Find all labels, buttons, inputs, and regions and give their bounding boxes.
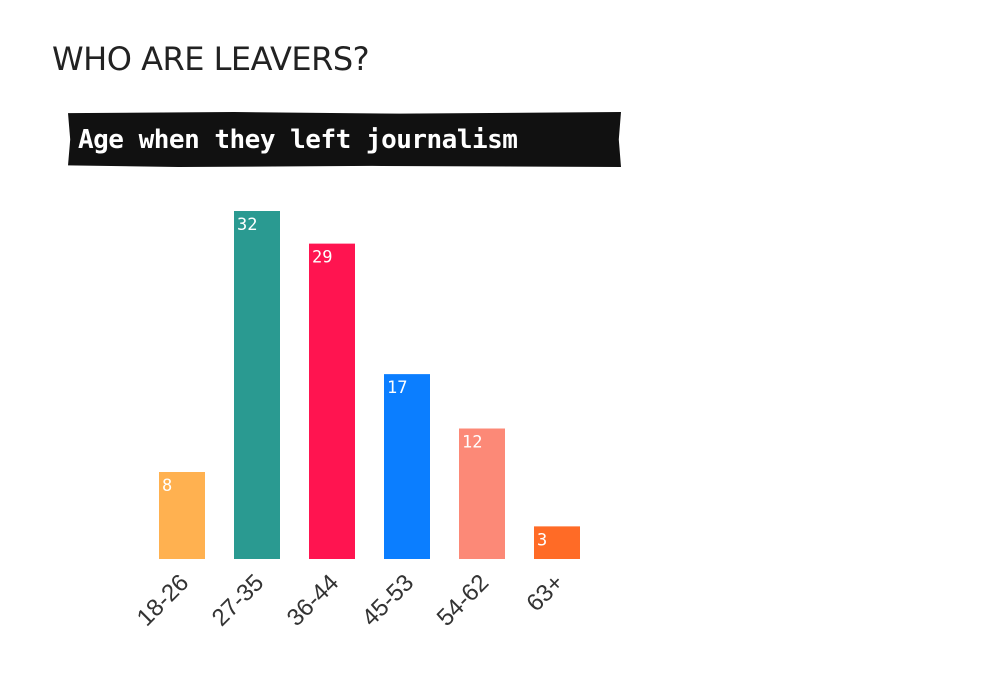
x-tick-label: 36-44	[282, 569, 345, 632]
x-tick-label: 45-53	[357, 569, 420, 632]
bar-value-label: 8	[162, 476, 172, 496]
x-tick-label: 54-62	[432, 569, 495, 632]
bar-value-label: 12	[462, 433, 482, 453]
x-tick-label: 27-35	[207, 569, 270, 632]
bar-value-label: 17	[387, 378, 407, 398]
bar-27-35	[234, 211, 280, 559]
bar-value-label: 3	[537, 530, 547, 550]
x-tick-label: 18-26	[132, 569, 195, 632]
bar-value-label: 29	[312, 248, 332, 268]
x-tick-labels-group: 18-26 27-35 36-44 45-53 54-62 63+	[132, 569, 570, 632]
x-tick-label: 63+	[521, 569, 569, 617]
bar-value-label: 32	[237, 215, 257, 235]
bar-36-44	[309, 244, 355, 559]
bar-45-53	[384, 374, 430, 559]
bars-group	[159, 211, 580, 559]
